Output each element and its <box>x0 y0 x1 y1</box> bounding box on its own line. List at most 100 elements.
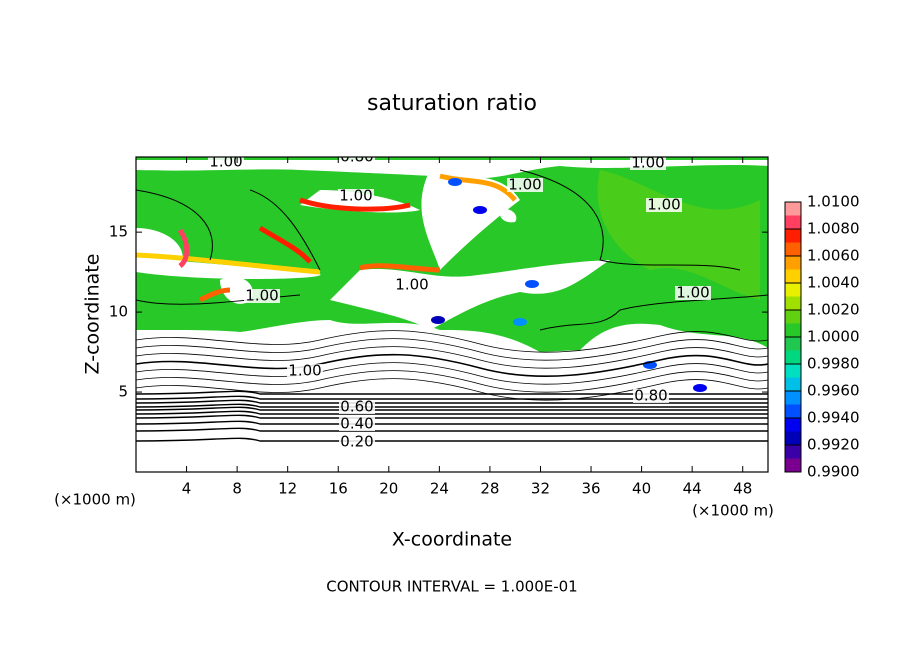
y-tick-label: 15 <box>109 223 128 241</box>
x-tick-label: 20 <box>379 480 398 498</box>
colorbar-band <box>785 269 801 283</box>
colorbar-band <box>785 202 801 216</box>
colorbar-band <box>785 323 801 337</box>
contour-line <box>136 437 768 442</box>
x-tick-label: 24 <box>430 480 449 498</box>
contour-label: 1.00 <box>339 187 372 205</box>
field-dip <box>431 316 445 324</box>
y-tick-label: 10 <box>109 303 128 321</box>
contour-label-bg <box>339 157 375 164</box>
contour-line <box>136 410 768 415</box>
colorbar-band <box>785 445 801 459</box>
colorbar-tick-label: 1.0100 <box>807 193 860 211</box>
contour-label: 0.80 <box>634 387 667 405</box>
x-tick-label: 40 <box>632 480 651 498</box>
contour-line <box>136 399 768 404</box>
field-region-below <box>499 209 517 223</box>
x-tick-label: 4 <box>182 480 192 498</box>
field-region <box>597 170 760 300</box>
colorbar-tick-label: 1.0000 <box>807 328 860 346</box>
field-dip <box>473 206 487 214</box>
colorbar-tick-label: 0.9980 <box>807 355 860 373</box>
contour-label-bg <box>630 157 666 170</box>
colorbar-tick-label: 1.0060 <box>807 247 860 265</box>
contour-label-bg <box>675 286 711 300</box>
contour-label: 0.60 <box>340 398 373 416</box>
contour-line <box>136 395 768 400</box>
x-tick-label: 32 <box>531 480 550 498</box>
contour-label: 1.00 <box>676 284 709 302</box>
plot-frame <box>135 156 769 473</box>
colorbar-tick-label: 0.9940 <box>807 409 860 427</box>
colorbar-band <box>785 364 801 378</box>
x-axis-label: X-coordinate <box>392 529 512 551</box>
field-rim <box>258 225 312 264</box>
colorbar-band <box>785 296 801 310</box>
field-region-below <box>330 260 610 330</box>
colorbar-tick-label: 1.0080 <box>807 220 860 238</box>
contour-label-bg <box>646 198 682 212</box>
contour-label: 1.00 <box>395 276 428 294</box>
contour-label-bg <box>633 389 669 403</box>
colorbar-band <box>785 215 801 229</box>
x-tick-label: 8 <box>232 480 242 498</box>
contour-label: 1.00 <box>245 287 278 305</box>
field-region-below <box>136 160 768 179</box>
field-dip <box>448 178 462 186</box>
colorbar-tick-label: 0.9960 <box>807 382 860 400</box>
contour-label-bg <box>287 364 323 378</box>
contour-line <box>136 189 213 261</box>
colorbar-band <box>785 377 801 391</box>
x-tick-label: 48 <box>733 480 752 498</box>
colorbar-band <box>785 256 801 270</box>
field-rim <box>359 263 441 273</box>
contour-label: 0.40 <box>340 415 373 433</box>
x-unit: (×1000 m) <box>54 491 136 509</box>
colorbar-band <box>785 418 801 432</box>
contour-line <box>136 338 768 361</box>
contour-label-bg <box>339 417 375 431</box>
field: 0.80 1.00 1.00 1.00 1.00 1.00 1.00 1.00 1.00 1.00… <box>136 148 768 451</box>
field-rim <box>136 252 321 275</box>
field-rim <box>439 173 517 202</box>
contour-line <box>519 169 741 271</box>
contour-line <box>136 414 768 419</box>
colorbar-band <box>785 283 801 297</box>
contour-label-bg <box>208 157 244 169</box>
colorbar-band <box>785 242 801 256</box>
colorbar-band <box>785 310 801 324</box>
contour-line <box>136 362 768 385</box>
contour-line <box>136 390 768 395</box>
field-dip <box>513 318 527 326</box>
contour-line <box>136 353 768 377</box>
colorbar-tick-label: 0.9900 <box>807 463 860 481</box>
colorbar-band <box>785 337 801 351</box>
field-rim <box>177 228 190 268</box>
x-tick-label: 36 <box>581 480 600 498</box>
colorbar-tick-label: 0.9920 <box>807 436 860 454</box>
x-unit: (×1000 m) <box>692 502 774 520</box>
colorbar-band <box>785 458 801 472</box>
contour-line <box>539 294 768 331</box>
contour-label-bg <box>339 400 375 414</box>
contour-line <box>136 370 768 393</box>
contour-line <box>136 420 768 425</box>
contour-label: 0.20 <box>340 433 373 451</box>
contour-line <box>136 427 768 432</box>
contour-line <box>136 378 768 401</box>
x-tick-label: 12 <box>278 480 297 498</box>
contour-line <box>136 330 768 353</box>
contour-label: 1.00 <box>288 362 321 380</box>
colorbar-band <box>785 229 801 243</box>
x-tick-label: 28 <box>480 480 499 498</box>
field-rim <box>299 197 411 212</box>
contour-label: 0.80 <box>340 148 373 166</box>
y-axis-label: Z-coordinate <box>82 254 104 375</box>
contour-label: 1.00 <box>508 176 541 194</box>
colorbar-band <box>785 404 801 418</box>
colorbar-tick-label: 1.0040 <box>807 274 860 292</box>
chart-title: saturation ratio <box>367 91 537 116</box>
field-rim <box>198 287 231 303</box>
colorbar-band <box>785 350 801 364</box>
